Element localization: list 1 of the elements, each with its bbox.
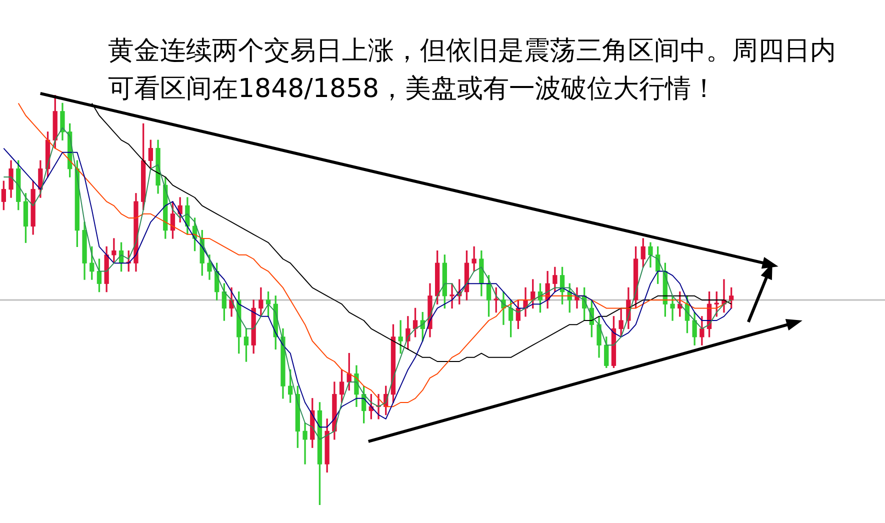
- chart-title: 黄金连续两个交易日上涨，但依旧是震荡三角区间中。周四日内可看区间在1848/1858，美盘或有一波破位大行情！: [108, 35, 837, 106]
